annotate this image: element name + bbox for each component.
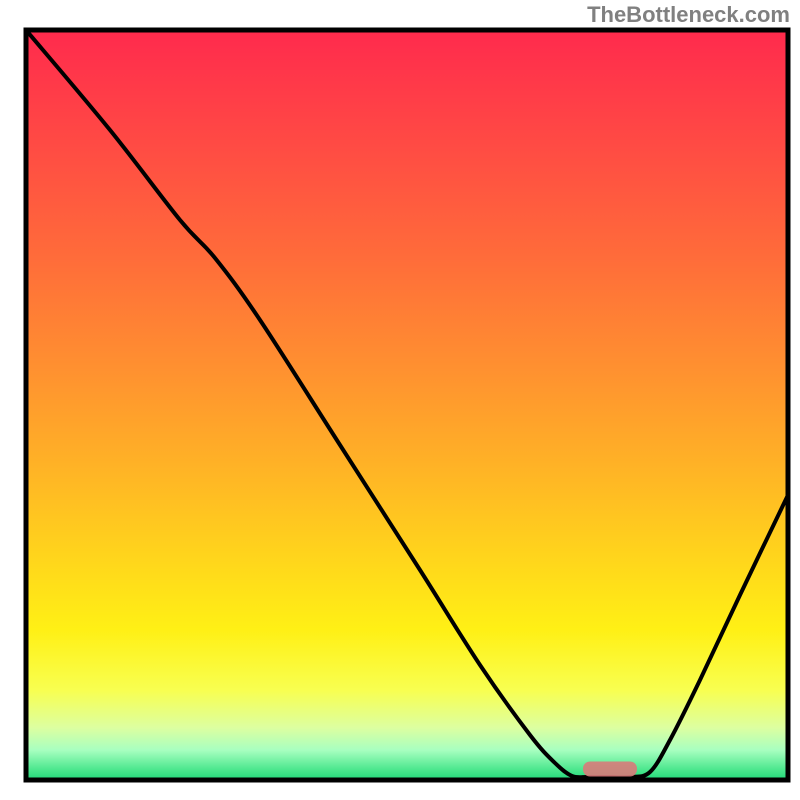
chart-container: { "watermark": "TheBottleneck.com", "cha… <box>0 0 800 800</box>
bottleneck-chart <box>0 0 800 800</box>
gradient-background <box>26 30 788 780</box>
optimal-marker <box>583 762 637 777</box>
plot-area <box>26 30 788 780</box>
